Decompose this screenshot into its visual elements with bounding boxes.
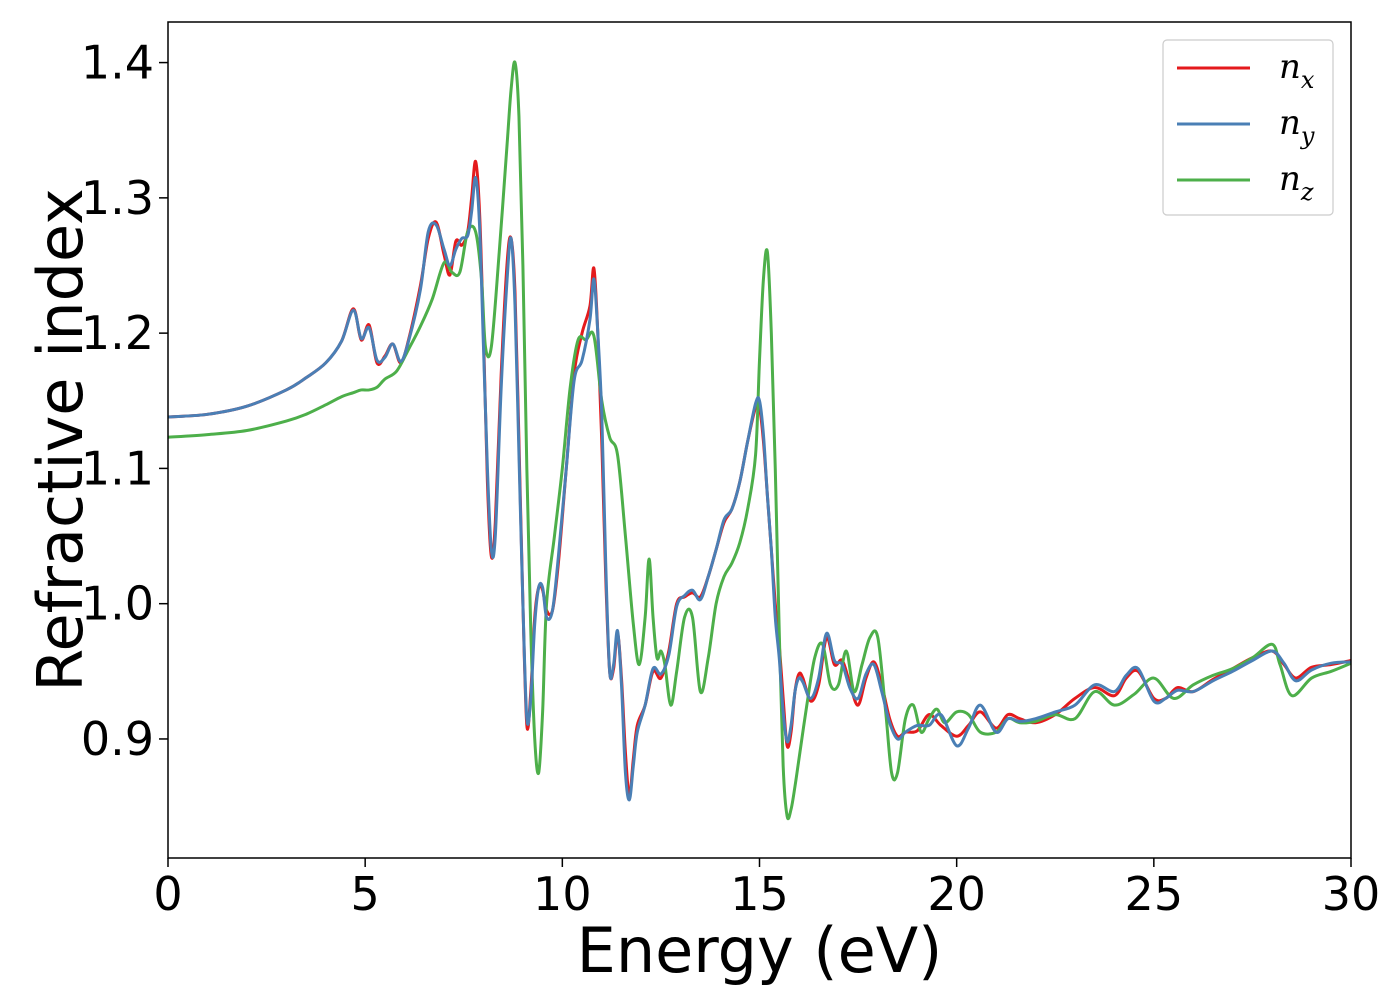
series-line-x bbox=[168, 159, 1351, 798]
y-tick-label: 1.4 bbox=[81, 36, 154, 90]
x-axis-title: Energy (eV) bbox=[577, 914, 943, 987]
x-tick-label: 0 bbox=[153, 867, 182, 921]
legend-label-y: ny bbox=[1279, 103, 1315, 150]
legend-label-x: nx bbox=[1279, 47, 1315, 94]
y-tick-label: 1.0 bbox=[81, 577, 154, 631]
legend-box bbox=[1162, 39, 1334, 216]
x-tick-label: 25 bbox=[1125, 867, 1184, 921]
x-tick-label: 30 bbox=[1322, 867, 1381, 921]
y-tick-label: 1.1 bbox=[81, 441, 154, 495]
y-tick-label: 0.9 bbox=[81, 712, 154, 766]
x-axis: 0 5 10 15 20 25 30 bbox=[153, 858, 1380, 921]
y-axis-title: Refractive index bbox=[24, 188, 97, 692]
x-tick-label: 5 bbox=[351, 867, 380, 921]
y-tick-label: 1.2 bbox=[81, 306, 154, 360]
y-tick-label: 1.3 bbox=[81, 171, 154, 225]
y-axis: 0.9 1.0 1.1 1.2 1.3 1.4 bbox=[81, 36, 168, 766]
series-layer bbox=[168, 60, 1351, 821]
x-tick-label: 10 bbox=[533, 867, 592, 921]
x-tick-label: 20 bbox=[927, 867, 986, 921]
series-line-y bbox=[168, 176, 1351, 802]
x-tick-label: 15 bbox=[730, 867, 789, 921]
